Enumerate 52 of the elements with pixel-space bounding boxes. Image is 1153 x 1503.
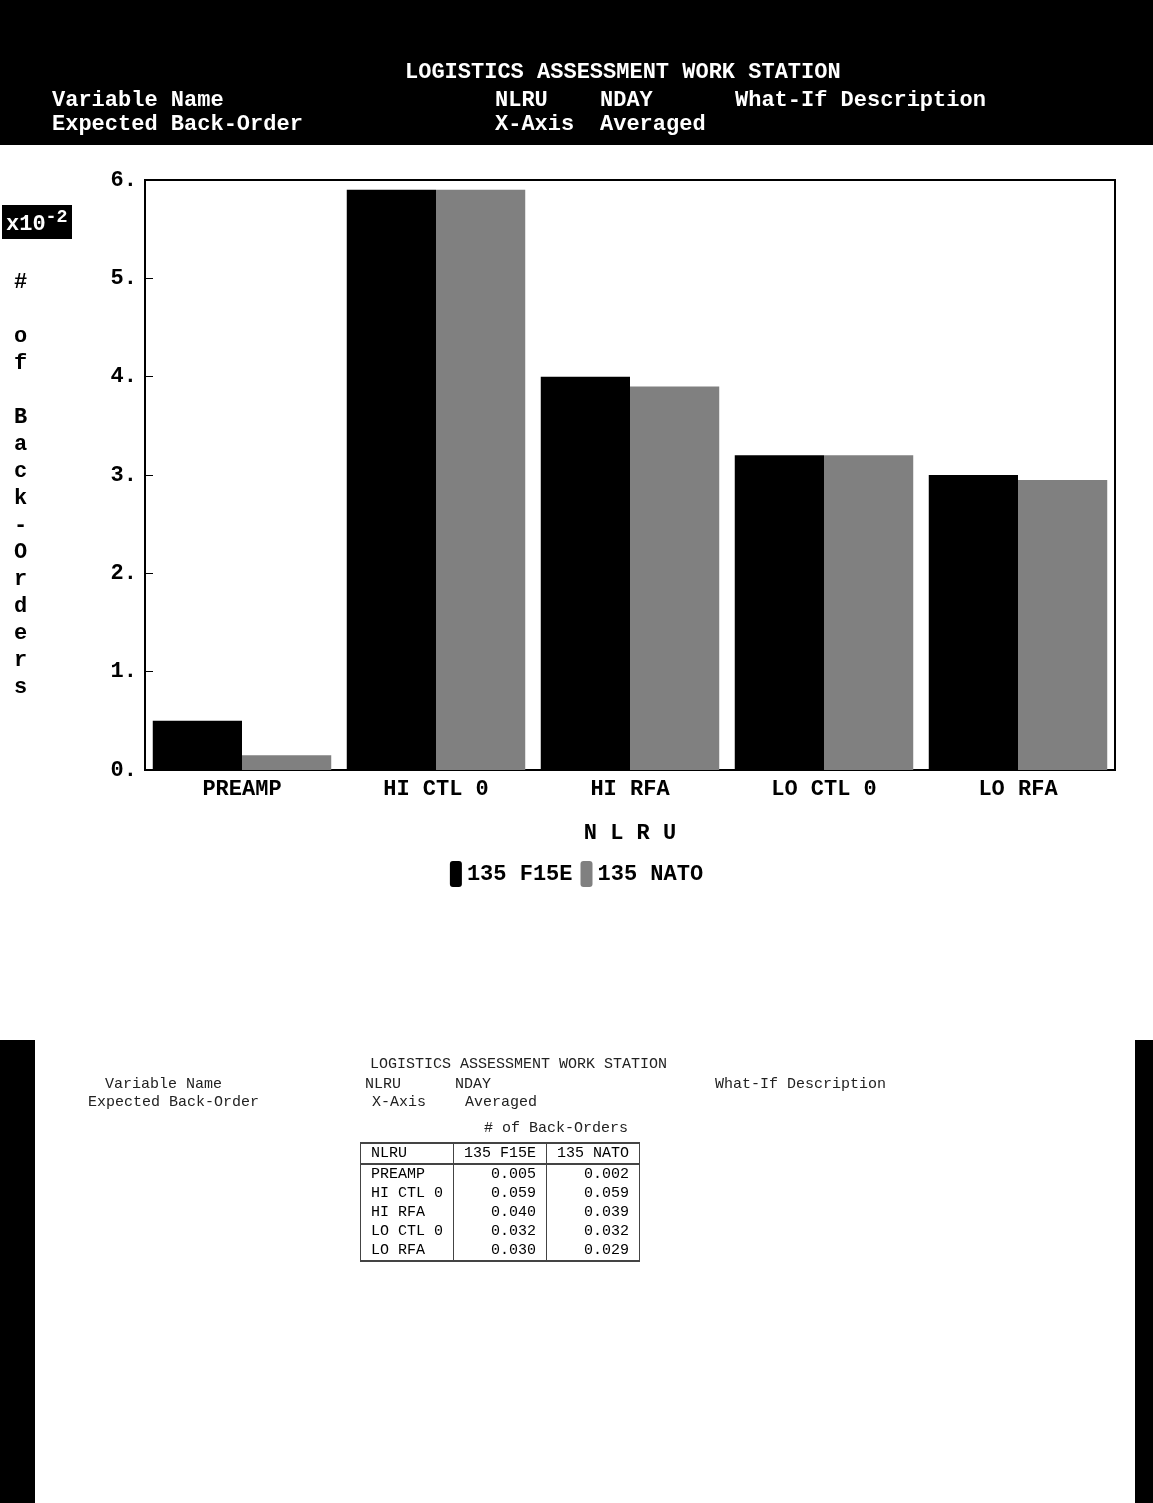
category-label: HI CTL 0 bbox=[371, 1185, 444, 1202]
x-tick-label: LO CTL 0 bbox=[771, 776, 877, 802]
text: 0.005 bbox=[453, 1164, 547, 1184]
x-axis-title: N L R U bbox=[583, 820, 677, 846]
text: Averaged bbox=[600, 112, 706, 137]
text: X-Axis bbox=[495, 112, 575, 137]
x-tick-label: HI CTL 0 bbox=[383, 776, 489, 802]
text: NDAY bbox=[455, 1076, 492, 1093]
text: What-If Description bbox=[715, 1076, 887, 1093]
x-tick-label: LO RFA bbox=[978, 776, 1059, 802]
x-tick-label: HI RFA bbox=[590, 776, 671, 802]
text: NLRU bbox=[495, 88, 548, 113]
text: Averaged bbox=[465, 1094, 538, 1111]
text: 0.059 bbox=[453, 1184, 547, 1203]
category-label: PREAMP bbox=[371, 1166, 426, 1183]
text: x10$^{-2}$ bbox=[2, 205, 72, 240]
y-tick-label: 5. bbox=[110, 265, 137, 291]
legend-label: 135 F15E bbox=[466, 861, 573, 887]
text: 0.040 bbox=[453, 1203, 547, 1222]
category-label: LO CTL 0 bbox=[371, 1223, 444, 1240]
text: # of Back-Orders bbox=[484, 1120, 629, 1137]
category-label: HI RFA bbox=[371, 1204, 426, 1221]
text: What-If Description bbox=[735, 88, 986, 113]
text: 0.032 bbox=[453, 1222, 547, 1241]
text: 0.059 bbox=[546, 1184, 640, 1203]
category-label: LO RFA bbox=[371, 1242, 426, 1259]
text: 0.030 bbox=[453, 1241, 547, 1261]
text: Expected Back-Order bbox=[88, 1094, 260, 1111]
text: LOGISTICS ASSESSMENT WORK STATION bbox=[370, 1056, 668, 1073]
text: X-Axis bbox=[372, 1094, 427, 1111]
text: NLRU bbox=[360, 1143, 454, 1164]
text: 0.029 bbox=[546, 1241, 640, 1261]
y-tick-label: 4. bbox=[110, 364, 137, 390]
x-tick-label: PREAMP bbox=[202, 776, 282, 802]
text: Variable Name bbox=[105, 1076, 223, 1093]
text: NDAY bbox=[600, 88, 653, 113]
text: 0.002 bbox=[546, 1164, 640, 1184]
y-tick-label: 2. bbox=[110, 560, 137, 586]
text: 135 NATO bbox=[557, 1145, 630, 1162]
text: Variable Name bbox=[52, 88, 224, 113]
y-tick-label: 1. bbox=[110, 659, 137, 685]
chart-title: LOGISTICS ASSESSMENT WORK STATION bbox=[405, 60, 841, 85]
text: NLRU bbox=[365, 1076, 402, 1093]
y-tick-label: 0. bbox=[110, 757, 137, 783]
text: Expected Back-Order bbox=[52, 112, 303, 137]
y-tick-label: 6. bbox=[110, 167, 137, 193]
legend-label: 135 NATO bbox=[597, 861, 704, 887]
text: 0.039 bbox=[546, 1203, 640, 1222]
text: 0.032 bbox=[546, 1222, 640, 1241]
y-axis-title: # of Back-Orders bbox=[8, 270, 33, 702]
text: 135 F15E bbox=[464, 1145, 537, 1162]
y-tick-label: 3. bbox=[110, 462, 137, 488]
